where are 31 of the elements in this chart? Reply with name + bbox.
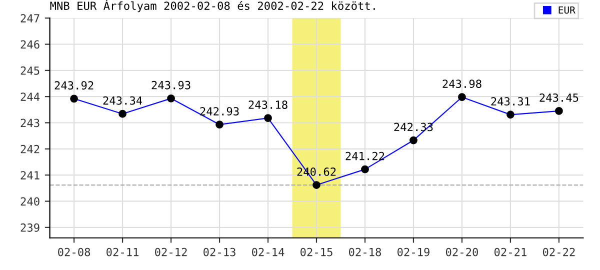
data-label: 242.93: [200, 107, 239, 116]
chart-title: MNB EUR Árfolyam 2002-02-08 és 2002-02-22 között.: [50, 0, 375, 12]
y-tick-label: 241: [20, 171, 40, 180]
x-tick-label: 02-14: [252, 248, 284, 256]
x-tick-label: 02-18: [348, 248, 382, 256]
x-tick-label: 02-11: [106, 248, 139, 256]
legend-label: EUR: [558, 6, 576, 14]
x-tick-label: 02-13: [204, 248, 236, 256]
x-tick-label: 02-15: [300, 248, 332, 256]
x-tick-label: 02-21: [494, 248, 526, 256]
data-label: 243.92: [54, 81, 94, 90]
x-tick-label: 02-20: [446, 248, 478, 256]
data-label: 243.45: [540, 93, 578, 102]
x-tick-label: 02-08: [58, 248, 90, 256]
x-tick-label: 02-19: [397, 248, 430, 256]
y-tick-label: 245: [20, 66, 40, 75]
x-tick-label: 02-22: [542, 248, 575, 256]
y-tick-label: 239: [20, 223, 40, 232]
data-label: 243.31: [491, 97, 530, 106]
data-label: 243.98: [442, 80, 482, 88]
y-tick-label: 242: [20, 144, 40, 154]
data-label: 243.93: [152, 80, 190, 90]
data-label: 243.34: [103, 96, 142, 105]
y-tick-label: 246: [20, 40, 40, 49]
y-tick-label: 247: [20, 14, 40, 22]
data-label: 241.22: [346, 152, 384, 160]
y-tick-label: 244: [20, 92, 40, 101]
x-tick-label: 02-12: [155, 248, 187, 256]
y-tick-label: 243: [20, 118, 40, 128]
y-tick-label: 240: [20, 197, 40, 206]
data-label: 243.18: [248, 100, 288, 109]
